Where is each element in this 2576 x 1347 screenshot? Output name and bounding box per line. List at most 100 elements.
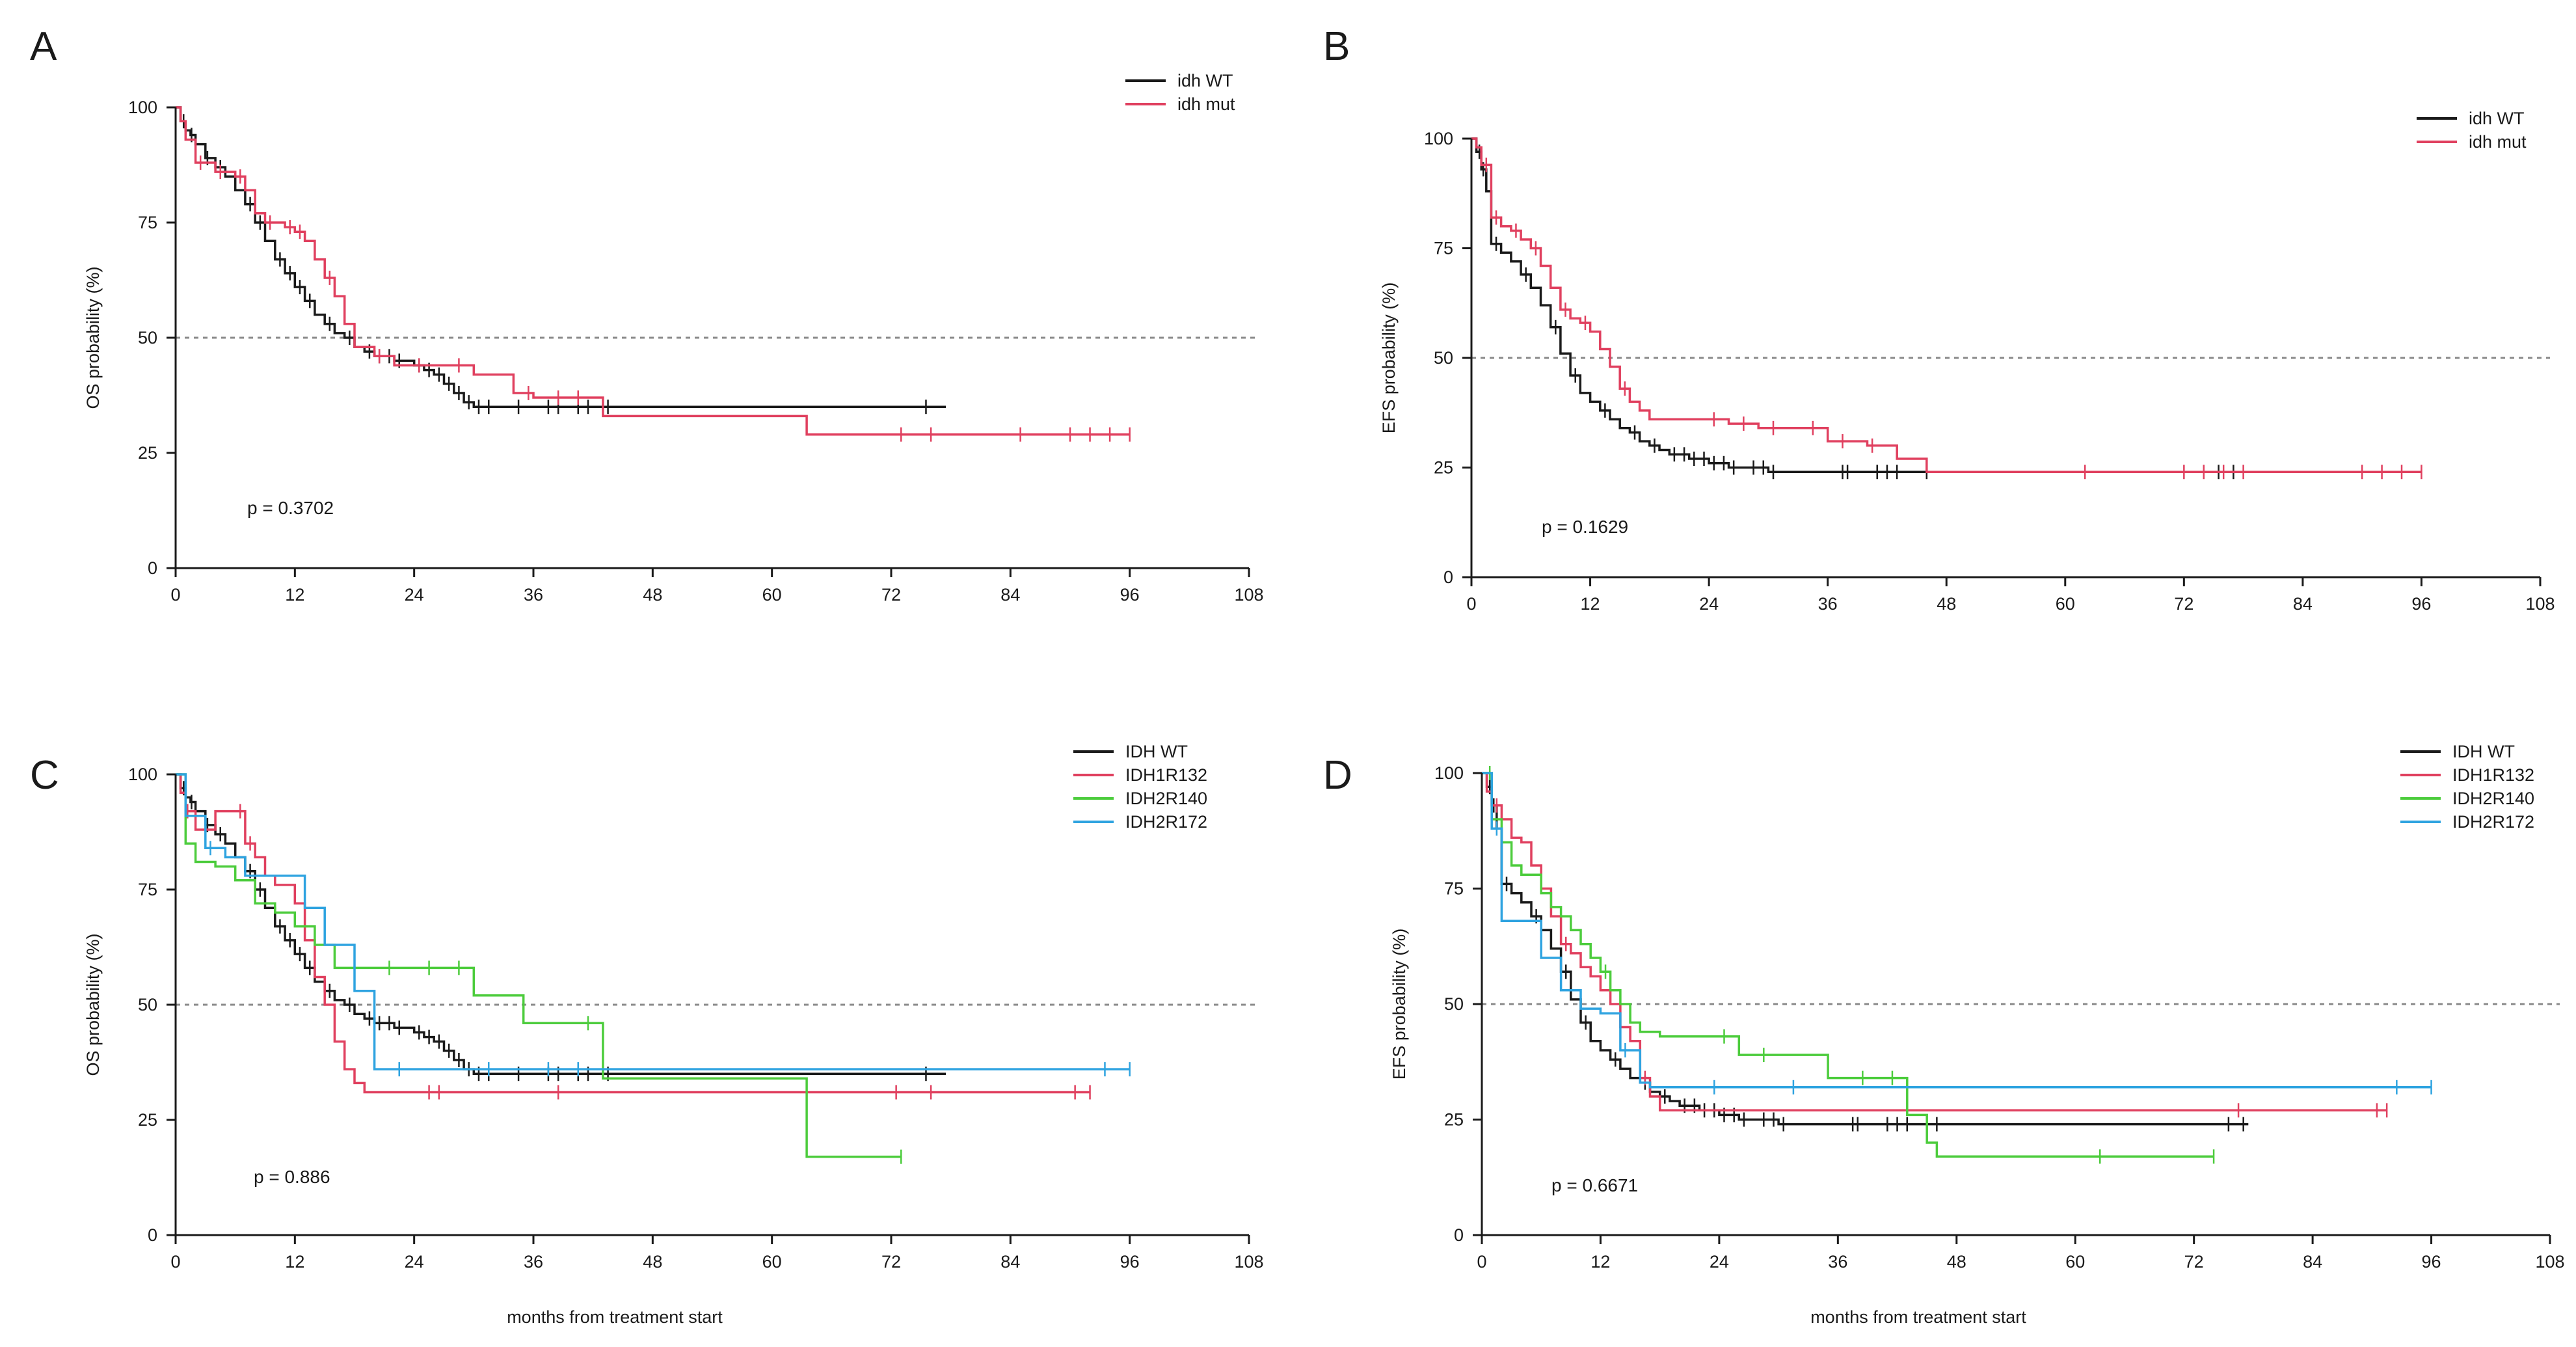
- km-step-line: [176, 106, 946, 408]
- series-idh2r140: [176, 773, 902, 1164]
- panel-a-os-idh: 0 12 24 36 48 60 72 84 96 108 0 25 50 75 100 OS probab…: [83, 71, 1264, 605]
- x-tick-label: 84: [2293, 594, 2313, 614]
- x-tick-label: 72: [2184, 1252, 2204, 1272]
- series-idh2r140: [1482, 766, 2215, 1164]
- x-tick-label: 60: [762, 585, 782, 605]
- x-tick-label: 60: [762, 1252, 782, 1272]
- legend: IDH WT IDH1R132 IDH2R140 IDH2R172: [2400, 742, 2534, 832]
- x-tick-label: 48: [643, 585, 662, 605]
- legend: IDH WT IDH1R132 IDH2R140 IDH2R172: [1073, 742, 1207, 832]
- legend-label: IDH1R132: [2452, 765, 2534, 785]
- x-tick-label: 108: [2525, 594, 2555, 614]
- panel-letter-a: A: [30, 24, 57, 69]
- series-idh-mut: [176, 106, 1131, 442]
- series-idh-wt: [1471, 137, 2238, 480]
- x-tick-label: 108: [2535, 1252, 2564, 1272]
- x-tick-label: 60: [2056, 594, 2075, 614]
- x-tick-label: 96: [1120, 1252, 1140, 1272]
- y-axis-label: OS probability (%): [83, 933, 103, 1076]
- axes: 0 12 24 36 48 60 72 84 96 108 0 25 50 75 100: [1424, 129, 2555, 614]
- x-tick-label: 48: [1947, 1252, 1966, 1272]
- y-tick-label: 0: [1454, 1225, 1464, 1245]
- x-tick-label: 12: [285, 1252, 304, 1272]
- x-tick-label: 12: [1590, 1252, 1610, 1272]
- km-step-line: [1482, 772, 2214, 1158]
- y-tick-label: 75: [1444, 879, 1464, 899]
- y-tick-label: 50: [1434, 348, 1453, 368]
- y-tick-label: 50: [1444, 994, 1464, 1014]
- panel-letter-c: C: [30, 753, 59, 798]
- legend-label: IDH2R140: [1125, 789, 1207, 808]
- y-axis-label: EFS probability (%): [1379, 282, 1399, 434]
- axes: 0 12 24 36 48 60 72 84 96 108 0 25 50 75 100: [1434, 763, 2565, 1272]
- x-tick-label: 84: [1000, 1252, 1020, 1272]
- legend-item: IDH1R132: [1073, 765, 1207, 785]
- x-tick-label: 24: [405, 1252, 424, 1272]
- x-axis-label: months from treatment start: [1810, 1307, 2026, 1327]
- p-value-label: p = 0.1629: [1542, 517, 1628, 537]
- x-tick-label: 12: [285, 585, 304, 605]
- legend-item: IDH2R172: [1073, 812, 1207, 832]
- legend-label: IDH1R132: [1125, 765, 1207, 785]
- legend: idh WT idh mut: [2417, 109, 2527, 152]
- legend-label: idh mut: [2469, 132, 2527, 152]
- x-axis-label: months from treatment start: [507, 1307, 723, 1327]
- p-value-label: p = 0.3702: [247, 498, 334, 518]
- legend-item: IDH WT: [2400, 742, 2515, 761]
- series-idh-wt: [176, 773, 946, 1082]
- km-step-line: [176, 773, 902, 1158]
- km-step-line: [1471, 137, 2238, 473]
- x-tick-label: 0: [1466, 594, 1476, 614]
- x-tick-label: 96: [2411, 594, 2431, 614]
- legend-label: IDH2R172: [1125, 812, 1207, 832]
- survival-curves: [1471, 137, 2422, 480]
- x-tick-label: 72: [881, 1252, 901, 1272]
- km-step-line: [1482, 772, 2432, 1089]
- x-tick-label: 36: [1818, 594, 1838, 614]
- y-tick-label: 25: [1444, 1110, 1464, 1130]
- legend-item: IDH2R140: [2400, 789, 2534, 808]
- x-tick-label: 72: [881, 585, 901, 605]
- y-tick-label: 0: [148, 558, 157, 578]
- legend-label: IDH2R140: [2452, 789, 2534, 808]
- legend-item: idh mut: [1125, 94, 1235, 114]
- x-tick-label: 60: [2065, 1252, 2085, 1272]
- x-tick-label: 0: [1477, 1252, 1486, 1272]
- legend-item: idh WT: [1125, 71, 1233, 90]
- x-tick-label: 72: [2174, 594, 2194, 614]
- series-idh2r172: [1482, 772, 2432, 1095]
- panel-d-efs-idh-subtypes: 0 12 24 36 48 60 72 84 96 108 0 25 50 75 100 EFS proba…: [1389, 742, 2565, 1327]
- y-tick-label: 75: [1434, 239, 1453, 258]
- legend-label: idh WT: [1177, 71, 1233, 90]
- y-tick-label: 25: [1434, 458, 1453, 478]
- y-axis-label: EFS probability (%): [1389, 929, 1409, 1080]
- series-idh-wt: [176, 106, 946, 415]
- p-value-label: p = 0.886: [254, 1167, 330, 1187]
- km-step-line: [176, 773, 1090, 1094]
- series-idh-mut: [1471, 137, 2422, 480]
- legend-label: IDH2R172: [2452, 812, 2534, 832]
- x-tick-label: 36: [524, 585, 543, 605]
- y-tick-label: 50: [138, 995, 157, 1014]
- legend-item: IDH2R140: [1073, 789, 1207, 808]
- km-step-line: [1482, 772, 2387, 1112]
- x-tick-label: 84: [2303, 1252, 2322, 1272]
- panel-b-efs-idh: 0 12 24 36 48 60 72 84 96 108 0 25 50 75 100 EFS proba…: [1379, 109, 2555, 614]
- legend-item: idh mut: [2417, 132, 2527, 152]
- series-idh1r132: [176, 773, 1091, 1100]
- legend-item: idh WT: [2417, 109, 2525, 128]
- y-tick-label: 100: [1434, 763, 1464, 783]
- x-tick-label: 24: [1710, 1252, 1729, 1272]
- y-tick-label: 25: [138, 1110, 157, 1130]
- x-tick-label: 96: [1120, 585, 1140, 605]
- legend-label: IDH WT: [2452, 742, 2515, 761]
- km-step-line: [176, 106, 1130, 436]
- panel-c-os-idh-subtypes: 0 12 24 36 48 60 72 84 96 108 0 25 50 75 100 OS probab…: [83, 742, 1264, 1327]
- km-step-line: [1482, 772, 2249, 1126]
- axes: 0 12 24 36 48 60 72 84 96 108 0 25 50 75 100: [128, 98, 1264, 605]
- legend-label: idh mut: [1177, 94, 1235, 114]
- x-tick-label: 108: [1234, 1252, 1263, 1272]
- legend-item: IDH1R132: [2400, 765, 2534, 785]
- legend-item: IDH WT: [1073, 742, 1188, 761]
